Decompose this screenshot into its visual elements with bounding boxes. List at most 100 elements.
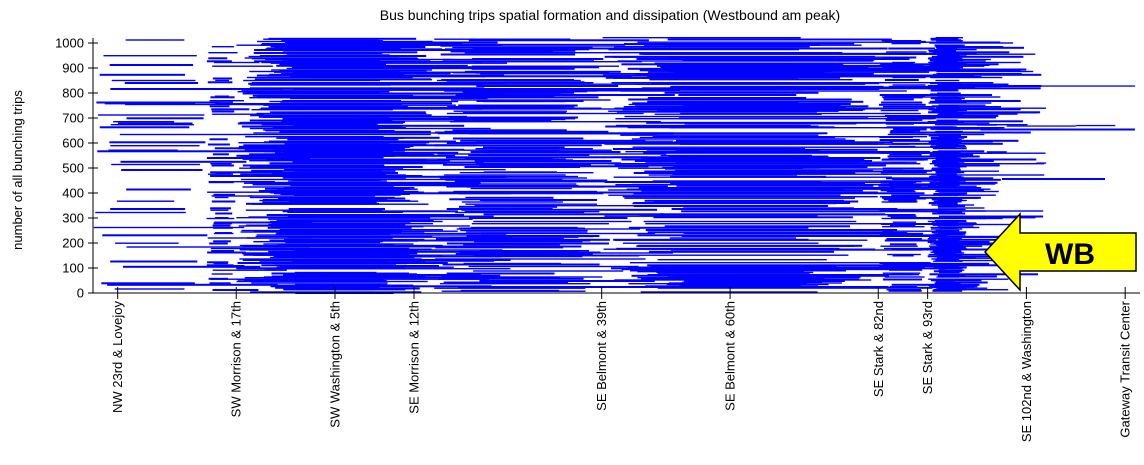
trip-bar bbox=[270, 191, 425, 194]
trip-bar bbox=[207, 251, 246, 254]
trip-bar bbox=[293, 88, 489, 91]
trip-bar bbox=[605, 76, 840, 79]
trip-bar bbox=[290, 184, 449, 187]
trip-bar bbox=[207, 81, 233, 84]
trip-bar bbox=[295, 261, 388, 263]
trip-bar bbox=[637, 41, 950, 43]
trip-bar bbox=[257, 40, 433, 43]
trip-bar bbox=[933, 61, 958, 63]
stop-label: SE Morrison & 12th bbox=[407, 301, 422, 414]
trip-bar bbox=[258, 190, 405, 192]
trip-bar bbox=[884, 40, 926, 43]
trip-bar bbox=[97, 114, 205, 116]
trip-bar bbox=[239, 258, 422, 260]
trip-bar bbox=[892, 84, 926, 86]
trip-bar bbox=[880, 181, 914, 184]
stop-label: SE Stark & 82nd bbox=[871, 301, 886, 397]
trip-bar bbox=[664, 225, 850, 228]
trip-bar bbox=[929, 163, 1045, 165]
trip-bar bbox=[110, 124, 194, 126]
trip-bar bbox=[261, 264, 396, 267]
trip-bar bbox=[930, 181, 998, 184]
trip-bar bbox=[236, 280, 428, 283]
trip-bar bbox=[243, 253, 408, 256]
trip-bar bbox=[670, 85, 884, 88]
trip-bar bbox=[213, 226, 233, 229]
trip-bar bbox=[282, 100, 401, 102]
trip-bar bbox=[891, 130, 914, 133]
trip-bar bbox=[933, 252, 965, 254]
trip-bar bbox=[884, 79, 919, 81]
trip-bar bbox=[927, 255, 997, 258]
trip-bar bbox=[884, 239, 937, 242]
trip-bar bbox=[937, 48, 958, 50]
trip-bar bbox=[668, 70, 832, 73]
trip-bar bbox=[474, 160, 612, 162]
trip-bar bbox=[284, 41, 498, 44]
trip-bar bbox=[930, 82, 962, 85]
trip-bar bbox=[460, 252, 673, 254]
trip-bar bbox=[283, 150, 405, 152]
trip-bar bbox=[465, 196, 554, 199]
trip-bar bbox=[933, 200, 962, 203]
trip-bar bbox=[1036, 162, 1047, 164]
trip-bar bbox=[645, 229, 898, 231]
trip-bar bbox=[464, 91, 575, 94]
trip-bar bbox=[206, 157, 311, 159]
trip-bar bbox=[268, 223, 405, 226]
trip-bar bbox=[889, 140, 967, 142]
trip-bar bbox=[444, 174, 566, 176]
trip-bar bbox=[887, 155, 980, 158]
trip-bar bbox=[120, 160, 247, 163]
trip-bar bbox=[434, 38, 571, 40]
trip-bar bbox=[935, 107, 1046, 109]
trip-bar bbox=[210, 247, 311, 250]
trip-bar bbox=[435, 118, 576, 120]
trip-bar bbox=[682, 281, 823, 283]
trip-bar bbox=[215, 217, 229, 219]
trip-bar bbox=[654, 62, 914, 64]
trip-bar bbox=[643, 151, 897, 154]
trip-bar bbox=[110, 88, 283, 90]
trip-bar bbox=[450, 184, 579, 187]
trip-bar bbox=[890, 188, 991, 190]
trip-bar bbox=[938, 215, 1044, 218]
trip-bar bbox=[656, 271, 814, 274]
trip-bar bbox=[938, 269, 965, 271]
trip-bar bbox=[633, 172, 856, 174]
trip-bar bbox=[650, 191, 878, 193]
trip-bar bbox=[648, 174, 798, 176]
trip-bar bbox=[936, 189, 984, 192]
trip-bar bbox=[270, 111, 426, 114]
trip-bar bbox=[447, 43, 665, 46]
trip-bar bbox=[936, 139, 962, 141]
trip-bar bbox=[886, 126, 953, 129]
trip-bar bbox=[480, 250, 589, 252]
trip-bar bbox=[215, 212, 233, 215]
trip-bar bbox=[628, 226, 809, 229]
trip-bar bbox=[126, 188, 191, 191]
trip-bar bbox=[881, 101, 923, 104]
trip-bar bbox=[672, 166, 868, 168]
trip-bar bbox=[938, 183, 981, 185]
trip-bar bbox=[208, 181, 234, 184]
trip-bar bbox=[473, 254, 640, 257]
trip-bar bbox=[103, 55, 197, 57]
trip-bar bbox=[107, 283, 278, 286]
trip-bar bbox=[108, 149, 178, 151]
trip-bar bbox=[604, 142, 878, 145]
trip-bar bbox=[281, 121, 405, 123]
trip-bar bbox=[892, 61, 916, 64]
trip-bar bbox=[266, 47, 401, 50]
trip-bar bbox=[211, 164, 234, 167]
trip-bar bbox=[641, 157, 881, 159]
trip-bar bbox=[268, 218, 473, 220]
trip-bar bbox=[627, 67, 903, 70]
trip-bar bbox=[930, 97, 965, 100]
trip-bar bbox=[880, 245, 918, 247]
trip-bar bbox=[261, 61, 392, 64]
trip-bar bbox=[279, 130, 431, 133]
trip-bar bbox=[660, 154, 812, 157]
trip-bar bbox=[883, 98, 914, 101]
trip-bar bbox=[935, 158, 1037, 161]
